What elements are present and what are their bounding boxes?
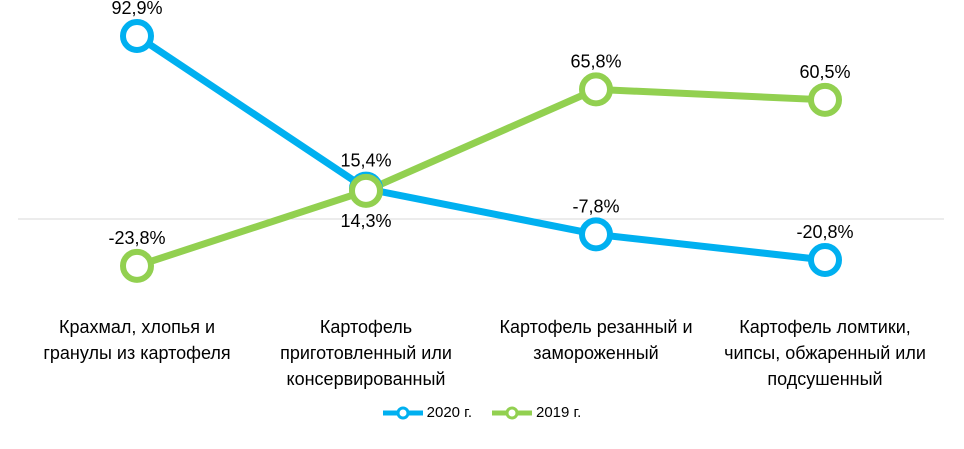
category-label-0: Крахмал, хлопья и гранулы из картофеля bbox=[43, 317, 231, 363]
data-point-s1-1 bbox=[349, 173, 383, 208]
data-label-s1-2: 65,8% bbox=[570, 51, 621, 71]
data-point-s1-0 bbox=[120, 248, 154, 283]
series-line-0 bbox=[135, 33, 826, 264]
data-label-s1-3: 60,5% bbox=[799, 62, 850, 82]
legend-label-2019: 2019 г. bbox=[536, 404, 582, 421]
legend-label-2020: 2020 г. bbox=[426, 404, 472, 421]
data-point-s0-2 bbox=[579, 217, 613, 252]
legend-item-2020: 2020 г. bbox=[382, 404, 472, 421]
category-label-2: Картофель резанный и замороженный bbox=[499, 317, 693, 363]
data-point-s0-3 bbox=[808, 242, 842, 277]
data-label-s1-0: -23,8% bbox=[108, 228, 165, 248]
series-line-1 bbox=[135, 85, 826, 270]
category-label-3: Картофель ломтики, чипсы, обжаренный или… bbox=[724, 317, 926, 389]
legend-marker-2019 bbox=[492, 406, 532, 419]
data-label-s0-0: 92,9% bbox=[111, 0, 162, 18]
data-point-s0-0 bbox=[120, 18, 154, 53]
data-point-s1-3 bbox=[808, 82, 842, 117]
data-label-s0-1: 15,4% bbox=[340, 151, 391, 171]
legend-marker-2020 bbox=[382, 406, 423, 419]
legend: 2020 г. 2019 г. bbox=[0, 404, 964, 421]
data-point-s1-2 bbox=[579, 72, 613, 107]
category-label-1: Картофель приготовленный или консервиров… bbox=[280, 317, 452, 389]
data-label-s1-1: 14,3% bbox=[340, 211, 391, 231]
data-label-s0-2: -7,8% bbox=[572, 196, 619, 216]
data-label-s0-3: -20,8% bbox=[796, 222, 853, 242]
legend-item-2019: 2019 г. bbox=[492, 404, 581, 421]
